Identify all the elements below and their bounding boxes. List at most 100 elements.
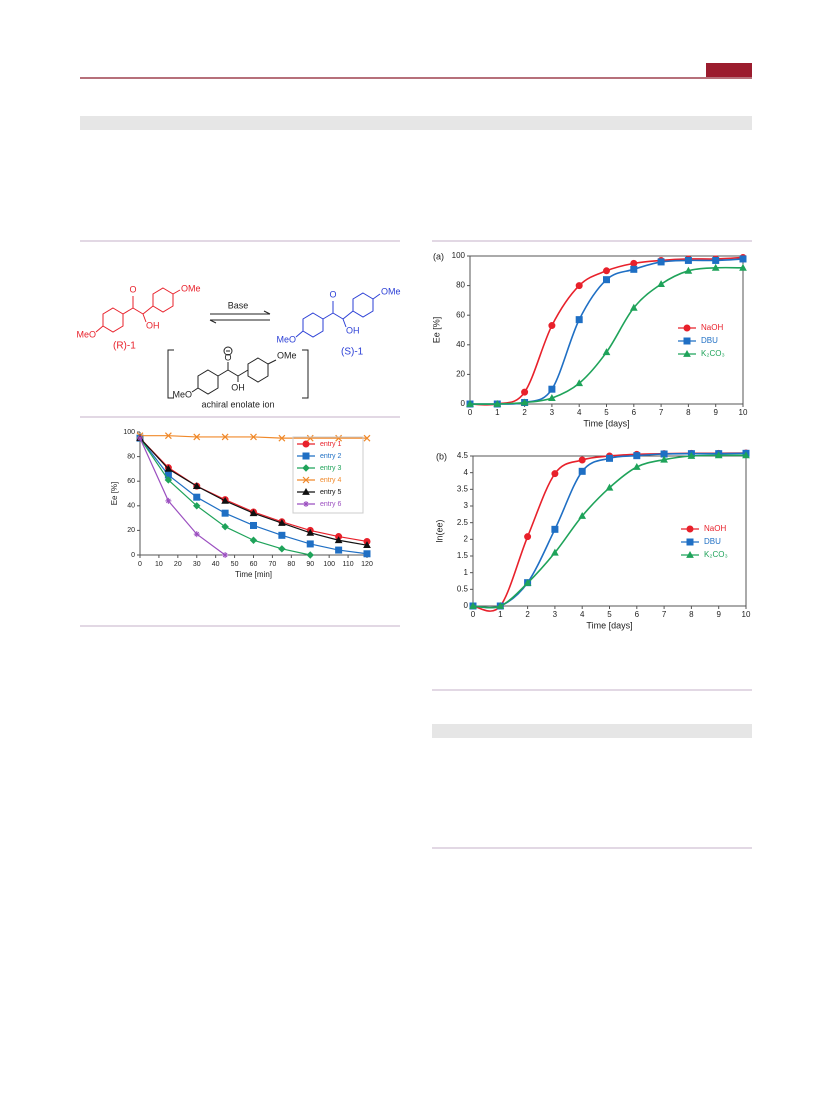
y-tick-label: 0: [461, 399, 466, 408]
marker: [524, 533, 532, 541]
marker: [193, 502, 201, 510]
marker: [193, 531, 200, 538]
legend-marker: [683, 324, 691, 332]
y-axis-label: Ee [%]: [110, 482, 119, 506]
bond: [95, 325, 104, 333]
marker: [575, 379, 584, 387]
x-tick-label: 0: [471, 610, 476, 619]
marker: [520, 398, 529, 406]
marker: [496, 601, 505, 609]
x-axis-label: Time [min]: [235, 570, 272, 579]
atom-label: OH: [231, 382, 245, 392]
chart-title: (b): [436, 451, 447, 461]
marker: [221, 509, 229, 517]
legend-label: NaOH: [701, 323, 723, 332]
y-tick-label: 60: [456, 310, 465, 319]
x-tick-label: 7: [662, 610, 667, 619]
x-tick-label: 7: [659, 408, 664, 417]
marker: [221, 496, 229, 504]
marker: [193, 493, 201, 501]
y-tick-label: 0: [464, 601, 469, 610]
x-tick-label: 60: [250, 561, 258, 568]
legend-marker: [683, 337, 691, 345]
x-tick-label: 3: [550, 408, 555, 417]
atom-label: OH: [346, 325, 360, 335]
marker: [657, 258, 665, 266]
y-tick-label: 80: [127, 453, 135, 460]
marker: [632, 462, 641, 470]
legend-marker: [302, 476, 310, 484]
marker: [164, 476, 173, 484]
atom-label: MeO: [172, 389, 192, 399]
x-tick-label: 4: [580, 610, 585, 619]
header-tab: [706, 63, 752, 77]
x-tick-label: 20: [174, 561, 182, 568]
x-tick-label: 100: [323, 561, 335, 568]
marker: [164, 432, 172, 440]
legend-label: entry 5: [320, 489, 342, 496]
bond: [191, 387, 199, 393]
bond: [172, 289, 181, 295]
marker: [603, 276, 610, 284]
marker: [306, 528, 315, 536]
marker: [575, 282, 583, 290]
marker: [739, 255, 747, 263]
marker: [334, 536, 343, 544]
marker: [578, 456, 586, 464]
molecule-r: [95, 287, 181, 333]
y-tick-label: 80: [456, 281, 465, 290]
marker: [684, 256, 692, 264]
y-tick-label: 3.5: [457, 484, 469, 493]
y-tick-label: 40: [456, 340, 465, 349]
marker: [469, 601, 477, 609]
legend-label: DBU: [704, 537, 721, 546]
marker: [739, 263, 747, 271]
charge: [223, 346, 233, 356]
marker: [742, 451, 750, 459]
marker: [335, 546, 343, 554]
marker: [602, 348, 611, 356]
marker: [660, 455, 668, 463]
y-tick-label: 2.5: [457, 518, 469, 527]
molecule-s: [295, 292, 381, 338]
x-tick-label: 50: [231, 561, 239, 568]
marker: [250, 433, 257, 441]
atom-label: OMe: [381, 286, 401, 296]
table-bar: [432, 724, 752, 738]
marker: [712, 256, 720, 264]
marker: [605, 483, 614, 491]
marker: [684, 266, 693, 274]
marker: [633, 452, 641, 460]
y-tick-label: 0.5: [457, 584, 469, 593]
ring: [302, 312, 324, 338]
marker: [250, 521, 257, 529]
x-tick-label: 0: [138, 561, 142, 568]
marker: [363, 550, 371, 558]
legend-label: K₂CO₃: [704, 550, 728, 559]
y-tick-label: 2: [464, 534, 469, 543]
x-axis-label: Time [days]: [586, 620, 632, 630]
ring: [352, 292, 374, 318]
x-axis-label: Time [days]: [583, 418, 629, 428]
bond: [227, 369, 239, 377]
marker: [578, 511, 587, 519]
marker: [551, 548, 559, 556]
atom-label: OH: [146, 320, 160, 330]
table-bar: [80, 116, 752, 130]
x-tick-label: 5: [607, 610, 612, 619]
bond: [332, 312, 344, 320]
x-tick-label: 8: [686, 408, 691, 417]
x-tick-label: 120: [361, 561, 373, 568]
x-tick-label: 40: [212, 561, 220, 568]
marker: [306, 434, 314, 442]
atom-label: O: [224, 352, 231, 362]
reagent: Base: [228, 300, 249, 310]
legend-marker: [302, 464, 310, 472]
legend-label: entry 1: [320, 441, 342, 448]
atom-label: MeO: [76, 329, 96, 339]
legend-marker: [302, 452, 310, 460]
bond: [217, 369, 229, 377]
marker: [192, 482, 201, 490]
marker: [137, 435, 143, 442]
